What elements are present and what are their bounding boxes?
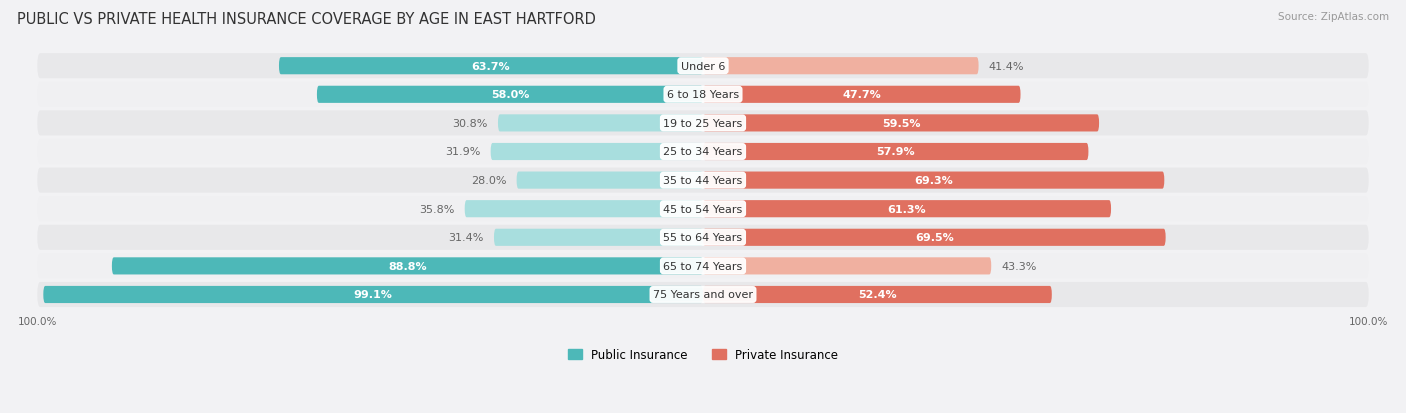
- FancyBboxPatch shape: [491, 144, 703, 161]
- FancyBboxPatch shape: [38, 168, 1368, 193]
- Text: 47.7%: 47.7%: [842, 90, 882, 100]
- Text: 63.7%: 63.7%: [471, 62, 510, 71]
- Text: 30.8%: 30.8%: [453, 119, 488, 128]
- FancyBboxPatch shape: [112, 258, 703, 275]
- FancyBboxPatch shape: [38, 111, 1368, 136]
- Text: 88.8%: 88.8%: [388, 261, 427, 271]
- FancyBboxPatch shape: [703, 144, 1088, 161]
- Text: 69.3%: 69.3%: [914, 176, 953, 186]
- FancyBboxPatch shape: [703, 115, 1099, 132]
- Text: 43.3%: 43.3%: [1001, 261, 1036, 271]
- Text: 59.5%: 59.5%: [882, 119, 921, 128]
- Text: 28.0%: 28.0%: [471, 176, 506, 186]
- Text: 58.0%: 58.0%: [491, 90, 529, 100]
- FancyBboxPatch shape: [498, 115, 703, 132]
- FancyBboxPatch shape: [703, 86, 1021, 104]
- Text: 57.9%: 57.9%: [876, 147, 915, 157]
- Legend: Public Insurance, Private Insurance: Public Insurance, Private Insurance: [564, 343, 842, 366]
- Text: 52.4%: 52.4%: [858, 290, 897, 300]
- Text: 19 to 25 Years: 19 to 25 Years: [664, 119, 742, 128]
- FancyBboxPatch shape: [38, 282, 1368, 307]
- FancyBboxPatch shape: [38, 83, 1368, 108]
- Text: 45 to 54 Years: 45 to 54 Years: [664, 204, 742, 214]
- FancyBboxPatch shape: [703, 229, 1166, 246]
- FancyBboxPatch shape: [38, 54, 1368, 79]
- Text: 35.8%: 35.8%: [419, 204, 454, 214]
- FancyBboxPatch shape: [703, 201, 1111, 218]
- Text: 25 to 34 Years: 25 to 34 Years: [664, 147, 742, 157]
- FancyBboxPatch shape: [703, 258, 991, 275]
- Text: PUBLIC VS PRIVATE HEALTH INSURANCE COVERAGE BY AGE IN EAST HARTFORD: PUBLIC VS PRIVATE HEALTH INSURANCE COVER…: [17, 12, 596, 27]
- Text: Under 6: Under 6: [681, 62, 725, 71]
- Text: 69.5%: 69.5%: [915, 233, 953, 243]
- Text: Source: ZipAtlas.com: Source: ZipAtlas.com: [1278, 12, 1389, 22]
- Text: 41.4%: 41.4%: [988, 62, 1024, 71]
- FancyBboxPatch shape: [38, 254, 1368, 279]
- Text: 31.4%: 31.4%: [449, 233, 484, 243]
- FancyBboxPatch shape: [465, 201, 703, 218]
- Text: 75 Years and over: 75 Years and over: [652, 290, 754, 300]
- Text: 6 to 18 Years: 6 to 18 Years: [666, 90, 740, 100]
- Text: 65 to 74 Years: 65 to 74 Years: [664, 261, 742, 271]
- Text: 55 to 64 Years: 55 to 64 Years: [664, 233, 742, 243]
- FancyBboxPatch shape: [38, 225, 1368, 250]
- Text: 31.9%: 31.9%: [446, 147, 481, 157]
- Text: 61.3%: 61.3%: [887, 204, 927, 214]
- FancyBboxPatch shape: [38, 197, 1368, 222]
- FancyBboxPatch shape: [494, 229, 703, 246]
- Text: 35 to 44 Years: 35 to 44 Years: [664, 176, 742, 186]
- FancyBboxPatch shape: [278, 58, 703, 75]
- FancyBboxPatch shape: [44, 286, 703, 303]
- FancyBboxPatch shape: [516, 172, 703, 189]
- FancyBboxPatch shape: [703, 286, 1052, 303]
- FancyBboxPatch shape: [316, 86, 703, 104]
- FancyBboxPatch shape: [703, 58, 979, 75]
- FancyBboxPatch shape: [38, 140, 1368, 165]
- FancyBboxPatch shape: [703, 172, 1164, 189]
- Text: 99.1%: 99.1%: [354, 290, 392, 300]
